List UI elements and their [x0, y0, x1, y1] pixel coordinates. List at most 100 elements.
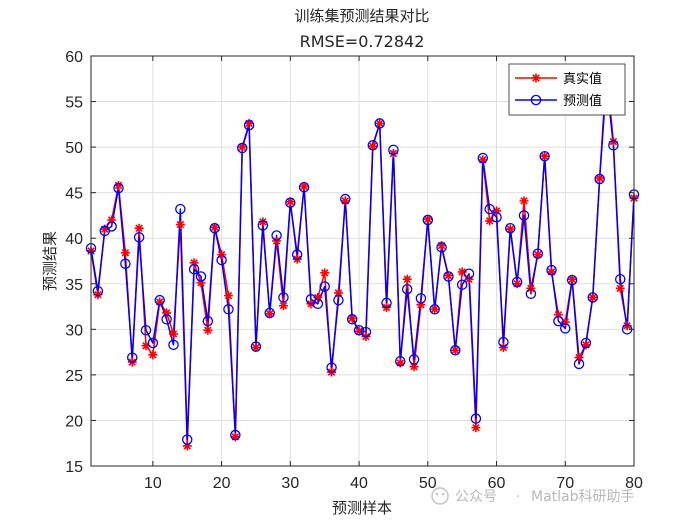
data-point-actual [395, 358, 405, 368]
data-point-actual [423, 214, 433, 224]
data-point-predicted [333, 294, 344, 306]
data-point-predicted [477, 152, 489, 164]
data-point-actual [368, 141, 378, 151]
data-point-predicted [374, 118, 385, 129]
data-point-predicted [298, 181, 310, 193]
plot-area [91, 56, 634, 466]
data-point-predicted [346, 314, 358, 325]
y-tick-label: 60 [65, 49, 83, 66]
data-point-actual [409, 362, 419, 372]
data-point-actual [512, 279, 522, 289]
chart-subtitle: RMSE=0.72842 [300, 32, 425, 51]
data-point-predicted [395, 355, 406, 367]
watermark: 公众号 · Matlab科研助手 [431, 487, 635, 505]
y-tick-label: 30 [65, 322, 83, 339]
data-point-predicted [202, 315, 214, 327]
data-point-actual [622, 321, 632, 331]
data-point-predicted [291, 249, 303, 260]
data-point-actual [581, 340, 591, 350]
data-point-actual [471, 423, 481, 433]
data-point-predicted [319, 281, 330, 292]
data-point-actual [285, 197, 295, 207]
data-point-actual [217, 250, 227, 260]
data-point-predicted [195, 271, 207, 282]
data-point-actual [416, 300, 426, 310]
data-point-actual [100, 224, 110, 234]
data-point-predicted [264, 307, 275, 319]
data-point-predicted [470, 413, 482, 424]
data-point-predicted [236, 142, 248, 154]
data-point-predicted [553, 315, 564, 327]
data-point-actual [567, 274, 577, 284]
data-point-actual [533, 250, 543, 260]
data-point-actual [299, 181, 309, 191]
data-point-predicted [223, 304, 234, 315]
data-point-actual [574, 353, 584, 363]
x-tick-label: 30 [281, 475, 299, 492]
data-point-actual [134, 223, 144, 233]
data-point-actual [547, 267, 557, 277]
data-point-predicted [525, 288, 537, 300]
data-point-predicted [326, 362, 337, 373]
data-point-actual [113, 180, 123, 190]
y-tick-label: 55 [65, 95, 83, 112]
y-tick-label: 45 [65, 186, 83, 203]
x-tick-label: 50 [419, 475, 437, 492]
data-point-actual [540, 151, 550, 161]
data-point-predicted [484, 203, 495, 215]
data-point-predicted [140, 324, 152, 336]
data-point-actual [437, 241, 447, 251]
axes-box [90, 55, 635, 467]
data-point-predicted [133, 232, 145, 243]
data-point-actual [485, 216, 495, 226]
data-point-actual [615, 283, 625, 293]
data-point-predicted [388, 144, 399, 156]
data-point-actual [148, 350, 158, 360]
data-point-predicted [230, 429, 241, 441]
data-point-predicted [120, 258, 131, 269]
x-axis-ticks: 10 20 30 40 50 60 70 80 [144, 56, 643, 492]
data-point-predicted [594, 173, 605, 185]
data-point-actual [237, 142, 247, 152]
data-point-actual [175, 220, 185, 230]
data-point-predicted [415, 293, 427, 304]
data-point-actual [553, 310, 563, 320]
data-point-predicted [443, 271, 454, 282]
data-point-predicted [216, 254, 227, 266]
x-tick-label: 70 [556, 475, 574, 492]
data-point-actual [505, 224, 515, 234]
watermark-separator: · [516, 489, 520, 505]
data-point-predicted [367, 140, 379, 151]
data-point-predicted [126, 352, 138, 363]
data-point-predicted [106, 221, 117, 232]
data-point-predicted [498, 336, 509, 348]
legend-marker [530, 94, 542, 106]
data-point-predicted [147, 337, 159, 349]
data-point-actual [450, 345, 460, 355]
data-point-actual [498, 343, 508, 353]
data-point-actual [320, 268, 330, 278]
data-point-predicted [257, 220, 269, 231]
data-point-actual [388, 148, 398, 158]
x-tick-label: 80 [625, 475, 643, 492]
data-point-predicted [92, 285, 104, 297]
x-tick-label: 60 [488, 475, 506, 492]
watermark-right: Matlab科研助手 [531, 489, 635, 505]
data-point-actual [93, 290, 103, 300]
data-point-predicted [408, 354, 420, 365]
data-point-actual [141, 341, 151, 351]
data-point-actual [402, 274, 412, 284]
data-point-predicted [560, 323, 571, 334]
y-tick-label: 15 [65, 459, 83, 476]
data-point-actual [443, 271, 453, 281]
data-point-predicted [360, 326, 372, 338]
legend-label: 真实值 [563, 71, 602, 87]
data-point-actual [244, 118, 254, 128]
data-point-actual [375, 118, 385, 128]
data-point-predicted [436, 242, 447, 253]
data-point-predicted [353, 324, 365, 336]
data-point-predicted [181, 434, 193, 445]
data-point-actual [223, 291, 233, 301]
data-point-actual [464, 274, 474, 284]
